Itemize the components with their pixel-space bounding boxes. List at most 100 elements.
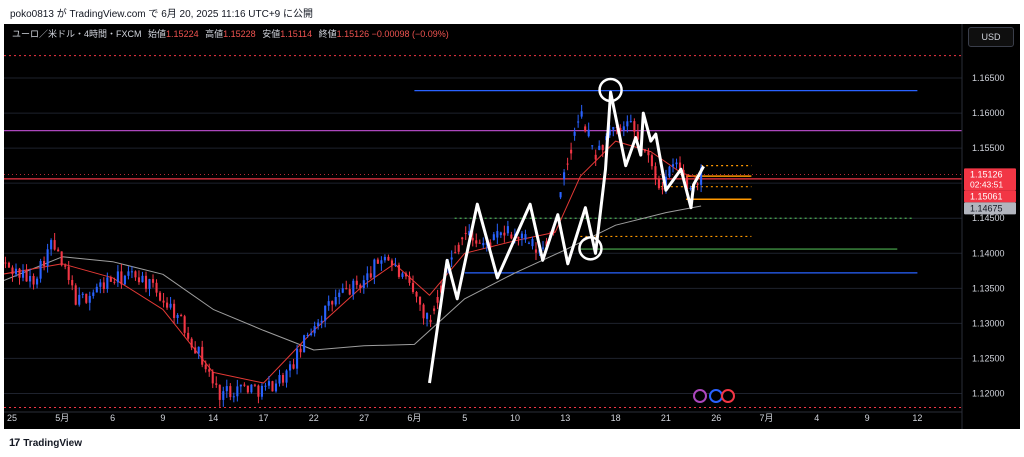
time-tick-label: 18 — [611, 413, 621, 423]
candle-body — [489, 242, 492, 249]
candle-body — [415, 291, 418, 297]
tradingview-logo[interactable]: 17 TradingView — [9, 437, 82, 449]
candle-body — [422, 304, 425, 319]
candle-body — [78, 294, 81, 305]
candle-body — [243, 384, 246, 386]
time-tick-label: 17 — [258, 413, 268, 423]
candle-body — [601, 145, 604, 151]
candle-body — [306, 334, 309, 336]
candle-body — [475, 240, 478, 244]
candle-body — [137, 277, 141, 283]
candle-body — [113, 281, 116, 283]
candle-body — [394, 264, 397, 266]
symbol-header: ユーロ／米ドル・4時間・FXCM 始値1.15224 高値1.15228 安値1… — [12, 27, 449, 40]
candle-body — [496, 231, 499, 238]
candle-body — [176, 314, 179, 318]
candle-body — [608, 129, 611, 136]
price-tick-label: 1.14500 — [972, 213, 1005, 223]
grid-layer — [4, 77, 962, 394]
candle-body — [510, 234, 513, 239]
price-chart[interactable]: 1.165001.160001.155001.150001.145001.140… — [4, 24, 1020, 429]
candle-body — [264, 385, 267, 387]
currency-button[interactable]: USD — [968, 27, 1014, 47]
candle-body — [32, 276, 35, 285]
candle-body — [288, 364, 292, 371]
candle-body — [696, 183, 699, 185]
time-tick-label: 14 — [208, 413, 218, 423]
candle-body — [397, 264, 401, 277]
candle-body — [531, 239, 534, 247]
candle-body — [155, 282, 158, 293]
price-tick-label: 1.12000 — [972, 388, 1005, 398]
candle-body — [4, 262, 7, 264]
candle-body — [482, 242, 485, 246]
candle-body — [296, 348, 299, 369]
time-tick-label: 6月 — [407, 413, 421, 423]
time-tick-label: 22 — [309, 413, 319, 423]
high-label: 高値 — [205, 29, 224, 39]
candle-body — [450, 257, 453, 260]
open-value: 1.15224 — [166, 29, 199, 39]
candle-body — [492, 234, 495, 241]
candle-body — [499, 232, 502, 236]
candle-body — [292, 364, 295, 369]
time-tick-label: 5月 — [55, 413, 69, 423]
moving-averages — [4, 140, 702, 384]
candle-body — [148, 279, 151, 289]
candle-body — [517, 236, 520, 239]
price-tick-label: 1.16000 — [972, 108, 1005, 118]
candle-body — [50, 240, 53, 250]
candle-body — [359, 284, 362, 289]
candle-body — [650, 155, 653, 167]
price-label-text: 1.15061 — [970, 191, 1003, 201]
candle-body — [678, 162, 682, 170]
candle-body — [345, 288, 348, 290]
candle-body — [520, 233, 523, 239]
candle-body — [647, 151, 650, 156]
candle-body — [566, 163, 569, 165]
candle-body — [643, 149, 646, 152]
price-axis: 1.165001.160001.155001.150001.145001.140… — [961, 24, 1005, 429]
candle-body — [127, 271, 130, 276]
candle-body — [689, 187, 692, 189]
candle-body — [81, 293, 84, 295]
candle-body — [387, 256, 390, 261]
published-by-text: poko0813 が TradingView.com で 6月 20, 2025… — [10, 9, 314, 20]
candle-body — [478, 242, 481, 244]
candle-body — [541, 247, 545, 249]
candle-body — [390, 260, 393, 266]
price-label-box — [964, 168, 1016, 191]
candle-body — [257, 385, 260, 397]
candle-body — [151, 279, 155, 283]
candle-body — [194, 347, 197, 354]
candle-body — [622, 126, 625, 131]
candle-body — [527, 242, 531, 244]
symbol-name[interactable]: ユーロ／米ドル・4時間・FXCM — [12, 29, 142, 39]
tradingview-logo-icon: 17 — [9, 437, 20, 449]
candle-body — [57, 249, 60, 252]
circle-markers — [578, 77, 623, 261]
candle-body — [278, 375, 281, 384]
chart-frame[interactable]: 1.165001.160001.155001.150001.145001.140… — [4, 24, 1020, 429]
candle-body — [686, 177, 689, 189]
price-tick-label: 1.13000 — [972, 318, 1005, 328]
time-tick-label: 7月 — [759, 413, 773, 423]
candle-body — [208, 369, 211, 372]
candle-body — [144, 275, 148, 289]
candle-body — [454, 252, 457, 254]
candle-body — [380, 260, 383, 264]
candle-body — [591, 145, 594, 147]
candle-body — [303, 335, 306, 353]
candle-body — [267, 381, 271, 386]
candle-body — [573, 131, 576, 136]
candle-body — [229, 386, 232, 398]
candle-body — [141, 275, 144, 283]
candle-body — [299, 348, 302, 353]
candle-body — [236, 386, 239, 397]
price-tick-label: 1.15500 — [972, 143, 1005, 153]
candle-body — [383, 256, 386, 261]
candle-body — [64, 265, 67, 267]
time-tick-label: 26 — [711, 413, 721, 423]
high-value: 1.15228 — [223, 29, 256, 39]
